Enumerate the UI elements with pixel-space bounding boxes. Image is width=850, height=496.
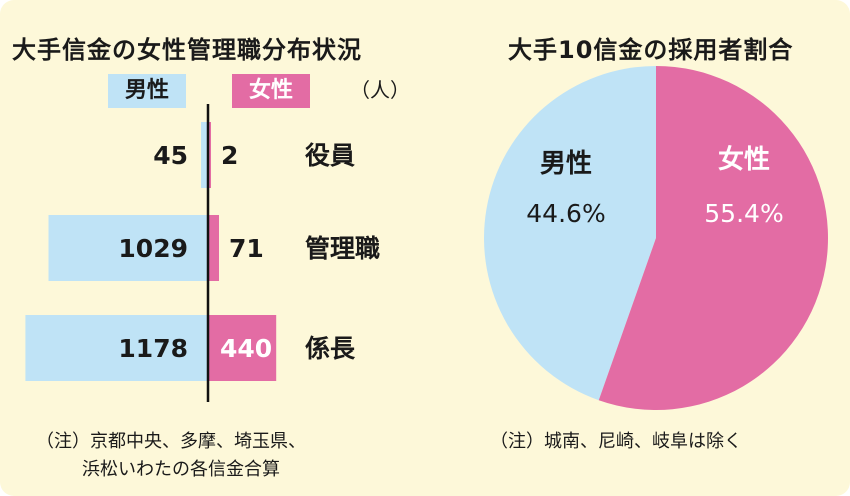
legend-female: 女性: [232, 74, 310, 108]
bar-male-2: [48, 215, 208, 281]
pie-chart-title: 大手10信金の採用者割合: [508, 36, 794, 64]
category-label-3: 係長: [305, 334, 356, 363]
pie-value-male: 44.6%: [526, 199, 605, 228]
bar-female-2: [208, 215, 220, 281]
left-note-line-1: （注）京都中央、多摩、埼玉県、: [36, 431, 306, 452]
left-note-line-2: 浜松いわたの各信金合算: [82, 459, 280, 480]
label-female-3: 440: [220, 334, 272, 363]
category-label-2: 管理職: [305, 234, 380, 263]
bar-chart-title: 大手信金の女性管理職分布状況: [12, 36, 362, 64]
bar-female-1: [208, 122, 211, 188]
label-female-1: 2: [221, 141, 238, 170]
right-note: （注）城南、尼崎、岐阜は除く: [490, 431, 742, 452]
label-female-2: 71: [229, 234, 264, 263]
pie-value-female: 55.4%: [704, 199, 783, 228]
bar-female-3: [208, 315, 277, 381]
unit-label: （人）: [350, 78, 410, 102]
label-male-3: 1178: [118, 334, 188, 363]
pie-slice-male: [484, 66, 656, 401]
pie-label-female: 女性: [718, 144, 770, 175]
legend-male: 男性: [108, 74, 186, 108]
label-male-1: 45: [153, 141, 188, 170]
category-label-1: 役員: [305, 141, 355, 170]
bar-male-1: [201, 122, 208, 188]
pie-label-male: 男性: [540, 149, 592, 179]
pie-slice-female: [598, 66, 829, 410]
label-male-2: 1029: [118, 234, 188, 263]
bar-male-3: [25, 315, 208, 381]
